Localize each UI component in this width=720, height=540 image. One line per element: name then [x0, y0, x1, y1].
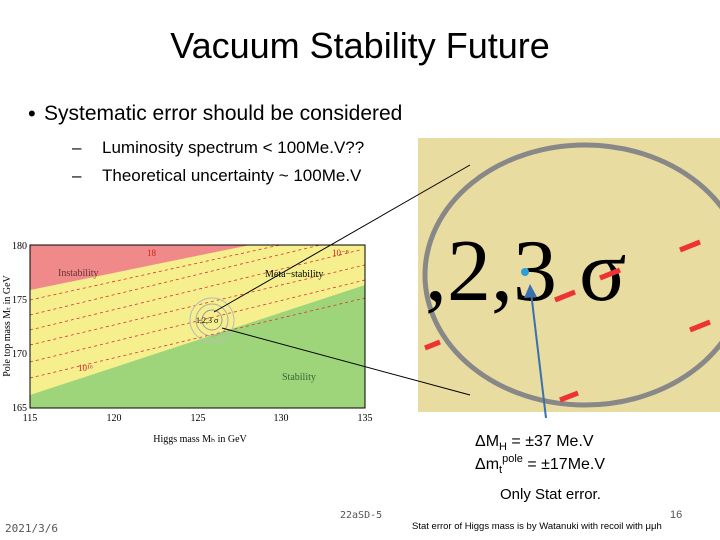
y-tick-label: 180: [12, 241, 27, 252]
annotation: Only Stat error.: [500, 486, 601, 503]
plot: Instability Meta−stability Stability 1,2…: [2, 241, 373, 445]
page-number: 16: [670, 509, 682, 521]
center-dot: [521, 268, 529, 276]
y-tick-label: 165: [12, 403, 27, 414]
x-tick-label: 125: [191, 413, 206, 424]
zoom-dashes: [424, 239, 711, 403]
zoom-line: [221, 327, 471, 396]
region-label: Instability: [58, 268, 99, 279]
bullet: Systematic error should be considered: [44, 102, 402, 125]
annotation: Δmtpole = ±17Me.V: [475, 453, 605, 476]
line-label: 10¹⁶: [78, 363, 93, 373]
bullet-mark: •: [28, 101, 36, 126]
sigma-circle: [195, 303, 229, 337]
sigma-circle: [189, 297, 235, 343]
x-tick-label: 135: [358, 413, 373, 424]
zoom-line: [213, 164, 471, 313]
y-axis-label: Pole top mass Mₜ in GeV: [2, 274, 13, 376]
x-tick-label: 120: [107, 413, 122, 424]
x-axis-label: Higgs mass Mₕ in GeV: [153, 434, 247, 445]
sub-mark: –: [72, 166, 82, 185]
region-label: Meta−stability: [265, 269, 323, 280]
sub-bullet: Luminosity spectrum < 100Me.V??: [102, 138, 364, 157]
line-label: 18: [147, 248, 157, 258]
sigma-circle: [201, 309, 223, 331]
y-tick-label: 175: [12, 295, 27, 306]
date: 2021/3/6: [5, 522, 58, 535]
y-tick-label: 170: [12, 349, 27, 360]
x-tick-label: 130: [274, 413, 289, 424]
code: 22aSD-5: [340, 510, 382, 521]
region-label: Stability: [282, 372, 316, 383]
sub-mark: –: [72, 138, 82, 157]
slide-title: Vacuum Stability Future: [170, 25, 550, 66]
zoom-panel: ,2,3 σ: [418, 138, 720, 412]
annotation: ΔMH = ±37 Me.V: [475, 433, 594, 453]
credit: Stat error of Higgs mass is by Watanuki …: [412, 521, 662, 532]
plot-frame: [29, 244, 366, 409]
x-tick-label: 115: [23, 413, 38, 424]
stability-region: [30, 285, 365, 408]
line-label: 10⁻⁸: [332, 248, 349, 258]
contour-label: 1,2,3 σ: [196, 316, 219, 325]
sub-bullet: Theoretical uncertainty ~ 100Me.V: [102, 166, 362, 185]
instability-region: [30, 245, 250, 290]
arrow-head: [524, 284, 537, 298]
contours: [29, 244, 366, 379]
zoom-circle: [422, 142, 720, 408]
arrow: [530, 291, 547, 419]
